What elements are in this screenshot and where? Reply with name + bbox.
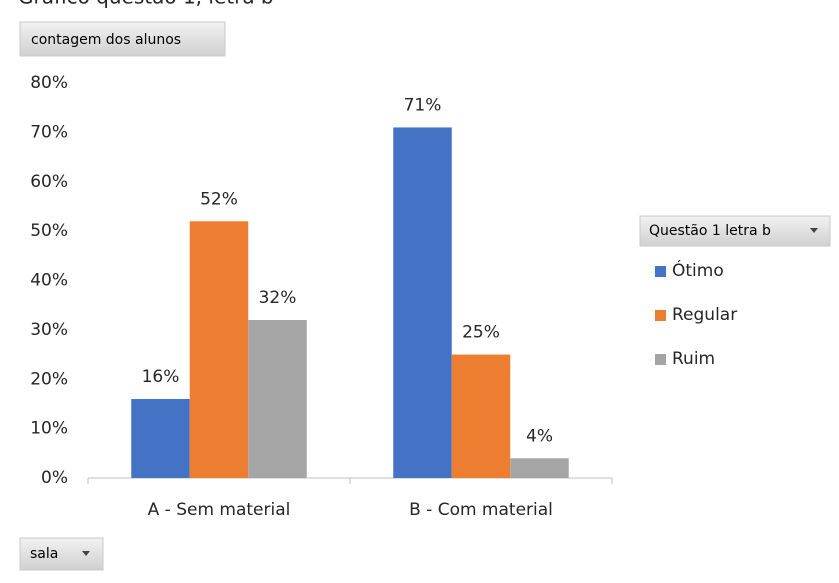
axis-field-button[interactable]: sala [19, 537, 104, 571]
y-tick-label: 70% [30, 122, 68, 142]
x-tick-label: B - Com material [409, 500, 553, 520]
y-tick-label: 40% [30, 271, 68, 291]
data-label: 71% [404, 95, 442, 115]
y-tick-label: 30% [30, 320, 68, 340]
bar [248, 320, 307, 478]
legend-swatch [655, 354, 666, 365]
bar [451, 354, 511, 478]
legend-title: Questão 1 letra b [649, 223, 771, 239]
data-label: 32% [259, 288, 297, 308]
legend-label: Ruim [672, 349, 715, 369]
bar [510, 458, 569, 478]
bar [393, 127, 452, 478]
y-tick-label: 0% [41, 468, 68, 488]
legend-label: Ótimo [672, 259, 724, 281]
x-tick-label: A - Sem material [148, 500, 291, 520]
y-tick-label: 20% [30, 369, 68, 389]
y-tick-label: 10% [30, 419, 68, 439]
legend-field-button[interactable]: Questão 1 letra b [639, 215, 831, 247]
y-tick-label: 60% [30, 172, 68, 192]
bar [131, 399, 190, 478]
legend-swatch [655, 310, 666, 321]
axis-field-label: sala [30, 546, 58, 562]
chart-title: Gráfico questão 1, letra b [18, 0, 274, 9]
value-field-label: contagem dos alunos [31, 32, 181, 48]
data-label: 4% [526, 426, 553, 446]
data-label: 25% [462, 323, 500, 343]
data-label: 52% [200, 189, 238, 209]
dropdown-arrow [82, 551, 90, 556]
dropdown-arrow [810, 228, 818, 233]
y-tick-label: 50% [30, 221, 68, 241]
data-label: 16% [142, 367, 180, 387]
value-field-button[interactable]: contagem dos alunos [19, 21, 226, 57]
legend-swatch [655, 266, 666, 277]
legend-label: Regular [672, 305, 737, 325]
y-tick-label: 80% [30, 73, 68, 93]
bar [189, 221, 249, 478]
